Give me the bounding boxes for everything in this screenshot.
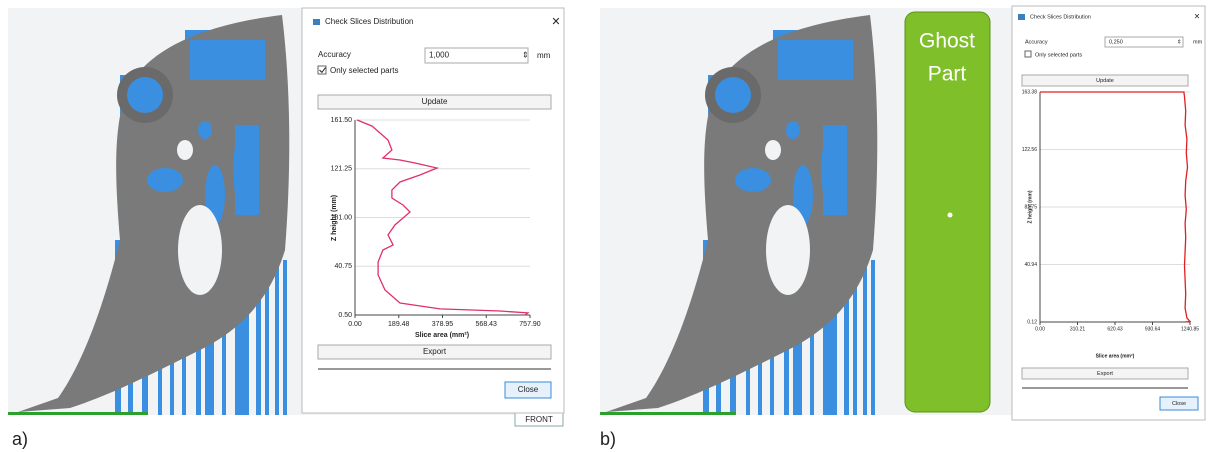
- x-tick-label: 0.00: [348, 321, 362, 328]
- dialog-icon: [313, 19, 320, 25]
- accuracy-label: Accuracy: [1025, 39, 1048, 45]
- y-tick-label: 163.38: [1022, 89, 1038, 95]
- y-tick-label: 121.25: [331, 166, 353, 173]
- x-tick-label: 189.48: [388, 321, 410, 328]
- screenshot: a) FRONT b) Ghost Part Check Slices Distribut…: [0, 0, 1212, 452]
- x-axis-title: Slice area (mm²): [1096, 353, 1135, 359]
- unit: mm: [537, 51, 551, 60]
- checkbox-label: Only selected parts: [330, 66, 398, 75]
- x-tick-label: 378.95: [432, 321, 454, 328]
- unit: mm: [1193, 39, 1203, 45]
- x-tick-label: 757.90: [519, 321, 541, 328]
- close-label: Close: [1172, 401, 1186, 407]
- ghost-label: Part: [928, 63, 967, 86]
- y-axis-title: Z height (mm): [1027, 190, 1033, 223]
- y-axis-title: Z height (mm): [331, 195, 338, 241]
- export-label: Export: [423, 347, 447, 356]
- x-tick-label: 310.21: [1070, 326, 1086, 332]
- checkbox[interactable]: [1025, 51, 1031, 57]
- y-tick-label: 122.56: [1022, 147, 1038, 153]
- close-icon[interactable]: ×: [552, 14, 560, 30]
- x-tick-label: 930.64: [1145, 326, 1161, 332]
- x-tick-label: 620.43: [1107, 326, 1123, 332]
- x-axis-title: Slice area (mm²): [415, 332, 469, 339]
- update-label: Update: [1096, 78, 1114, 84]
- x-tick-label: 1240.85: [1181, 326, 1199, 332]
- y-tick-label: 0.12: [1027, 319, 1037, 325]
- close-label: Close: [518, 385, 539, 394]
- export-label: Export: [1097, 371, 1113, 377]
- ghost-label: Ghost: [919, 30, 975, 53]
- y-tick-label: 0.50: [338, 312, 352, 319]
- dialog-icon: [1018, 14, 1025, 20]
- close-icon[interactable]: ×: [1194, 12, 1200, 23]
- x-tick-label: 568.43: [476, 321, 498, 328]
- panel-label: a): [12, 429, 28, 449]
- accuracy-value: 0,250: [1109, 39, 1123, 45]
- accuracy-label: Accuracy: [318, 50, 351, 59]
- panel-label: b): [600, 429, 616, 449]
- update-label: Update: [422, 97, 448, 106]
- x-tick-label: 0.00: [1035, 326, 1045, 332]
- checkbox-label: Only selected parts: [1035, 52, 1082, 58]
- dialog-title: Check Slices Distribution: [1030, 14, 1091, 20]
- accuracy-value: 1,000: [429, 51, 450, 60]
- y-tick-label: 40.75: [334, 263, 352, 270]
- spinner: ⇕: [1177, 38, 1182, 45]
- view-label: FRONT: [525, 415, 553, 424]
- spinner: ⇕: [522, 51, 529, 60]
- dialog-title: Check Slices Distribution: [325, 17, 413, 26]
- y-tick-label: 40.94: [1024, 262, 1037, 268]
- y-tick-label: 161.50: [331, 117, 353, 124]
